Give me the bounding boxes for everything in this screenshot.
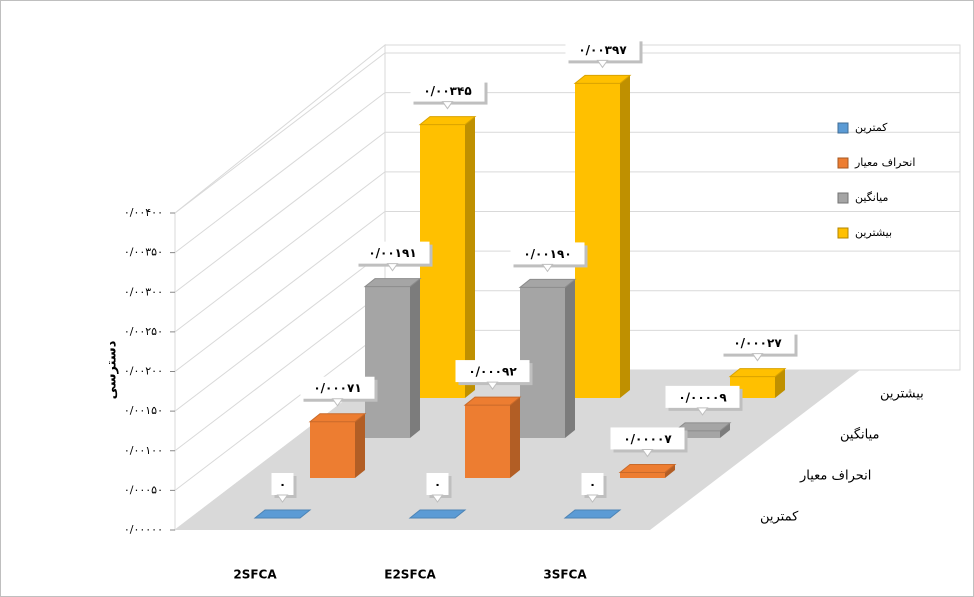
bar-side <box>665 464 675 478</box>
legend-swatch <box>837 227 849 239</box>
grid-line <box>174 211 960 372</box>
label-box <box>271 473 294 495</box>
legend-label: میانگین <box>855 191 889 204</box>
bar <box>575 83 620 398</box>
label-box <box>510 242 585 265</box>
label-pointer <box>586 494 599 503</box>
label-box <box>426 473 449 495</box>
bar-top <box>563 509 622 519</box>
bar <box>365 286 410 438</box>
label-box <box>455 360 530 383</box>
data-label: ۰ <box>279 478 286 492</box>
y-tick-label: ۰/۰۰۱۵۰ <box>124 404 163 417</box>
y-axis-label: دسترسی <box>105 340 120 399</box>
label-box <box>581 473 604 495</box>
legend-swatch <box>837 157 849 169</box>
data-label: ۰ <box>434 478 441 492</box>
label-pointer <box>486 381 499 390</box>
x-tick-label: 3SFCA <box>543 568 587 582</box>
data-label: ۰/۰۰۰۰۷ <box>623 432 672 446</box>
legend-swatch <box>837 122 849 134</box>
bar-top <box>363 278 422 288</box>
depth-label: انحراف معیار <box>799 469 871 484</box>
label-pointer <box>751 353 764 362</box>
data-label: ۰/۰۰۰۲۷ <box>733 336 782 350</box>
grid-line <box>174 92 960 254</box>
label-box <box>665 385 740 408</box>
bar-top <box>518 278 577 288</box>
bar-top <box>408 509 467 519</box>
data-label: ۰/۰۰۳۹۷ <box>578 43 627 57</box>
bar <box>620 472 665 478</box>
data-label: ۰ <box>589 478 596 492</box>
y-tick-label: ۰/۰۰۳۰۰ <box>124 285 163 298</box>
label-pointer <box>541 263 554 273</box>
label-box <box>565 38 640 61</box>
data-label: ۰/۰۰۰۷۱ <box>313 381 361 395</box>
bar-side <box>465 116 475 399</box>
bar <box>465 405 510 478</box>
bar-side <box>410 278 420 438</box>
bar-top <box>463 396 522 406</box>
depth-label: بیشترین <box>880 387 924 402</box>
bar-top <box>673 422 732 432</box>
legend-label: بیشترین <box>855 226 892 239</box>
data-label: ۰/۰۰۰۹۲ <box>468 365 517 379</box>
bar-top <box>573 74 632 84</box>
label-pointer <box>276 494 289 503</box>
legend-label: کمترین <box>855 121 888 134</box>
label-box <box>355 241 430 264</box>
bar <box>675 430 720 438</box>
label-pointer <box>331 398 344 407</box>
grid-line <box>174 52 960 214</box>
data-label: ۰/۰۰۰۰۹ <box>678 390 727 404</box>
y-tick-label: ۰/۰۰۲۰۰ <box>124 365 163 378</box>
label-box <box>410 79 485 102</box>
y-tick-label: ۰/۰۰۱۰۰ <box>124 444 163 457</box>
bar-side <box>510 397 520 478</box>
legend-label: انحراف معیار <box>854 156 915 169</box>
bar-side <box>355 413 365 478</box>
label-box <box>610 427 685 450</box>
depth-label: کمترین <box>760 510 799 525</box>
grid-line <box>174 131 960 293</box>
bar <box>310 421 355 478</box>
bar-top <box>253 509 312 519</box>
data-label: ۰/۰۰۱۹۱ <box>368 246 416 260</box>
data-label: ۰/۰۰۳۴۵ <box>423 84 471 98</box>
label-box <box>300 376 375 399</box>
y-tick-label: ۰/۰۰۰۵۰ <box>124 483 163 496</box>
label-pointer <box>641 448 654 458</box>
label-pointer <box>596 59 609 69</box>
y-tick-label: ۰/۰۰۴۰۰ <box>124 206 163 219</box>
label-pointer <box>386 263 399 272</box>
bar-side <box>775 368 785 398</box>
label-pointer <box>696 407 709 416</box>
x-tick-label: 2SFCA <box>233 568 277 582</box>
label-pointer <box>441 101 454 110</box>
y-tick-label: ۰/۰۰۳۵۰ <box>124 246 163 259</box>
label-pointer <box>431 494 444 503</box>
y-tick-label: ۰/۰۰۲۵۰ <box>124 325 163 338</box>
label-box <box>720 331 795 354</box>
legend-swatch <box>837 192 849 204</box>
depth-label: میانگین <box>840 427 879 443</box>
bar-top <box>728 368 787 378</box>
bar-side <box>565 279 575 438</box>
bar-side <box>720 422 730 438</box>
bar-top <box>418 116 477 126</box>
y-tick-label: ۰/۰۰۰۰۰ <box>124 523 163 536</box>
bar-side <box>620 75 630 398</box>
bar-top <box>618 463 677 473</box>
data-label: ۰/۰۰۱۹۰ <box>523 247 571 261</box>
bar-top <box>308 413 367 423</box>
grid-line <box>174 171 960 333</box>
x-tick-label: E2SFCA <box>384 568 436 582</box>
